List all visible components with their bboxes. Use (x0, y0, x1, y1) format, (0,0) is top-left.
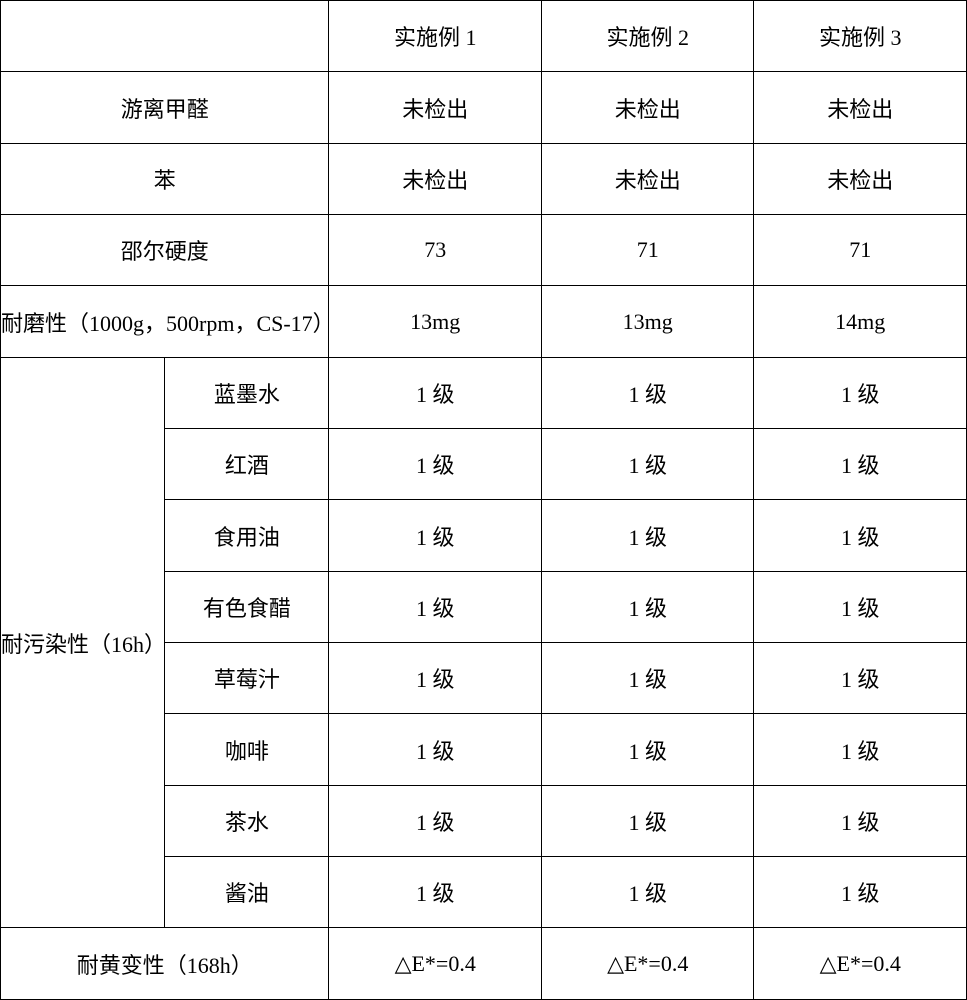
cell: 1 级 (541, 785, 754, 856)
cell: 1 级 (754, 571, 967, 642)
label-shore-hardness: 邵尔硬度 (1, 215, 329, 286)
row-free-formaldehyde: 游离甲醛 未检出 未检出 未检出 (1, 72, 967, 143)
cell: 1 级 (329, 714, 542, 785)
cell: 1 级 (754, 785, 967, 856)
cell: 1 级 (329, 643, 542, 714)
cell: 未检出 (541, 143, 754, 214)
cell: 1 级 (754, 857, 967, 928)
label-benzene: 苯 (1, 143, 329, 214)
row-yellowing: 耐黄变性（168h） △E*=0.4 △E*=0.4 △E*=0.4 (1, 928, 967, 1000)
cell: 1 级 (541, 643, 754, 714)
label-blue-ink: 蓝墨水 (165, 357, 329, 428)
cell: 71 (541, 215, 754, 286)
cell: 73 (329, 215, 542, 286)
cell: 1 级 (754, 357, 967, 428)
cell: 13mg (329, 286, 542, 357)
header-row: 实施例 1 实施例 2 实施例 3 (1, 1, 967, 72)
label-red-wine: 红酒 (165, 429, 329, 500)
cell: 1 级 (541, 714, 754, 785)
data-table: 实施例 1 实施例 2 实施例 3 游离甲醛 未检出 未检出 未检出 苯 未检出… (0, 0, 967, 1000)
row-benzene: 苯 未检出 未检出 未检出 (1, 143, 967, 214)
cell: 未检出 (754, 72, 967, 143)
label-edible-oil: 食用油 (165, 500, 329, 571)
cell: △E*=0.4 (329, 928, 542, 1000)
row-abrasion: 耐磨性（1000g，500rpm，CS-17） 13mg 13mg 14mg (1, 286, 967, 357)
cell: 1 级 (329, 357, 542, 428)
cell: △E*=0.4 (541, 928, 754, 1000)
cell: 1 级 (329, 785, 542, 856)
cell: 未检出 (329, 72, 542, 143)
label-soy-sauce: 酱油 (165, 857, 329, 928)
cell: 未检出 (754, 143, 967, 214)
label-strawberry-juice: 草莓汁 (165, 643, 329, 714)
cell: 1 级 (329, 571, 542, 642)
cell: 1 级 (754, 500, 967, 571)
row-shore-hardness: 邵尔硬度 73 71 71 (1, 215, 967, 286)
header-example3: 实施例 3 (754, 1, 967, 72)
cell: 1 级 (541, 857, 754, 928)
cell: △E*=0.4 (754, 928, 967, 1000)
data-table-container: 实施例 1 实施例 2 实施例 3 游离甲醛 未检出 未检出 未检出 苯 未检出… (0, 0, 967, 1000)
label-coffee: 咖啡 (165, 714, 329, 785)
cell: 1 级 (754, 643, 967, 714)
label-tea: 茶水 (165, 785, 329, 856)
cell: 1 级 (541, 571, 754, 642)
cell: 1 级 (754, 429, 967, 500)
header-example2: 实施例 2 (541, 1, 754, 72)
cell: 1 级 (329, 429, 542, 500)
header-example1: 实施例 1 (329, 1, 542, 72)
cell: 13mg (541, 286, 754, 357)
cell: 1 级 (754, 714, 967, 785)
row-stain-blue-ink: 耐污染性（16h） 蓝墨水 1 级 1 级 1 级 (1, 357, 967, 428)
cell: 14mg (754, 286, 967, 357)
header-blank (1, 1, 329, 72)
label-stain-group: 耐污染性（16h） (1, 357, 165, 928)
cell: 1 级 (329, 857, 542, 928)
label-colored-vinegar: 有色食醋 (165, 571, 329, 642)
cell: 1 级 (541, 429, 754, 500)
label-free-formaldehyde: 游离甲醛 (1, 72, 329, 143)
cell: 未检出 (329, 143, 542, 214)
cell: 未检出 (541, 72, 754, 143)
cell: 71 (754, 215, 967, 286)
label-abrasion: 耐磨性（1000g，500rpm，CS-17） (1, 286, 329, 357)
label-yellowing: 耐黄变性（168h） (1, 928, 329, 1000)
cell: 1 级 (541, 357, 754, 428)
cell: 1 级 (541, 500, 754, 571)
cell: 1 级 (329, 500, 542, 571)
